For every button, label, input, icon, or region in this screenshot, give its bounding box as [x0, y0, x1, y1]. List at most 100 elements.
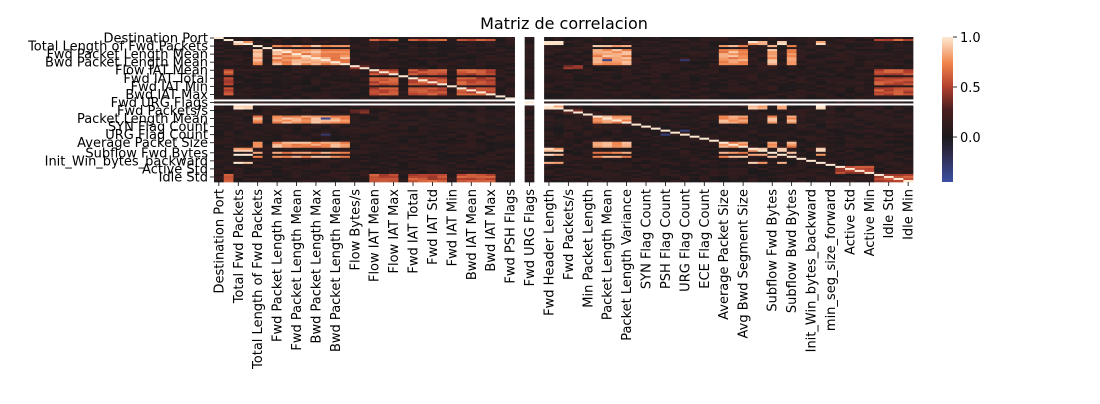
heatmap-cell — [757, 119, 768, 122]
heatmap-cell — [612, 103, 623, 106]
heatmap-cell — [815, 55, 826, 58]
heatmap-cell — [379, 145, 390, 149]
heatmap-cell — [262, 147, 273, 151]
heatmap-cell — [476, 119, 487, 122]
heatmap-cell — [621, 65, 632, 68]
heatmap-cell — [689, 45, 700, 48]
heatmap-cell — [728, 71, 739, 74]
heatmap-cell — [777, 129, 788, 132]
heatmap-cell — [301, 57, 312, 60]
heatmap-cell — [505, 161, 516, 165]
heatmap-cell — [621, 109, 632, 112]
heatmap-cell — [281, 57, 293, 60]
heatmap-cell — [553, 49, 564, 52]
heatmap-cell — [437, 163, 448, 167]
heatmap-cell — [223, 107, 234, 110]
heatmap-cell — [320, 143, 331, 147]
heatmap-cell — [757, 107, 768, 110]
heatmap-cell — [631, 63, 642, 66]
heatmap-cell — [874, 117, 885, 120]
heatmap-cell — [476, 107, 487, 110]
heatmap-cell — [825, 77, 836, 80]
heatmap-cell — [398, 83, 409, 86]
heatmap-cell — [233, 51, 244, 54]
heatmap-cell — [301, 81, 312, 84]
heatmap-cell — [379, 163, 390, 167]
heatmap-cell — [592, 153, 603, 157]
heatmap-cell — [845, 51, 856, 54]
heatmap-cell — [757, 159, 768, 163]
heatmap-cell — [349, 75, 360, 78]
heatmap-cell — [544, 77, 555, 80]
heatmap-cell — [476, 117, 487, 120]
heatmap-cell — [738, 171, 749, 175]
heatmap-cell — [544, 167, 555, 171]
heatmap-cell — [815, 97, 826, 100]
heatmap-cell — [466, 141, 477, 145]
heatmap-cell — [223, 143, 234, 147]
heatmap-cell — [806, 157, 817, 161]
heatmap-cell — [796, 81, 807, 84]
heatmap-cell — [427, 55, 438, 58]
heatmap-cell — [806, 131, 817, 135]
heatmap-cell — [447, 39, 458, 42]
heatmap-cell — [806, 159, 817, 163]
heatmap-cell — [252, 93, 263, 96]
heatmap-cell — [388, 67, 399, 70]
heatmap-cell — [369, 83, 380, 86]
heatmap-cell — [379, 79, 390, 82]
heatmap-cell — [398, 57, 409, 60]
heatmap-cell — [369, 163, 380, 167]
heatmap-cell — [466, 167, 477, 171]
heatmap-cell — [835, 103, 846, 106]
heatmap-cell — [825, 135, 836, 139]
heatmap-cell — [612, 139, 623, 143]
heatmap-cell — [709, 91, 720, 94]
heatmap-cell — [641, 55, 652, 58]
heatmap-cell — [456, 73, 467, 76]
heatmap-cell — [806, 125, 817, 128]
heatmap-cell — [417, 175, 428, 179]
heatmap-cell — [845, 123, 856, 126]
heatmap-cell — [524, 49, 535, 52]
heatmap-cell — [281, 163, 293, 167]
heatmap-cell — [670, 139, 681, 143]
heatmap-cell — [223, 147, 234, 151]
heatmap-cell — [544, 45, 555, 48]
heatmap-cell — [369, 45, 380, 48]
heatmap-cell — [563, 129, 574, 132]
heatmap-cell — [427, 75, 438, 78]
heatmap-cell — [262, 69, 273, 72]
heatmap-cell — [747, 55, 759, 58]
heatmap-cell — [262, 161, 273, 165]
heatmap-cell — [553, 77, 564, 80]
heatmap-cell — [330, 151, 341, 155]
heatmap-cell — [524, 121, 535, 124]
heatmap-cell — [777, 39, 788, 42]
heatmap-cell — [903, 129, 914, 132]
heatmap-cell — [903, 117, 914, 120]
heatmap-cell — [379, 149, 390, 153]
heatmap-cell — [602, 101, 613, 104]
heatmap-cell — [524, 93, 535, 96]
heatmap-cell — [233, 117, 244, 120]
heatmap-cell — [738, 127, 749, 130]
heatmap-cell — [252, 47, 263, 50]
heatmap-cell — [835, 123, 846, 126]
heatmap-cell — [281, 165, 293, 169]
heatmap-cell — [524, 77, 535, 80]
heatmap-cell — [786, 171, 797, 175]
heatmap-cell — [252, 57, 263, 60]
heatmap-cell — [747, 171, 759, 175]
heatmap-cell — [505, 145, 516, 149]
heatmap-cell — [262, 153, 273, 157]
heatmap-cell — [223, 67, 234, 70]
heatmap-cell — [281, 39, 293, 42]
heatmap-cell — [592, 109, 603, 112]
heatmap-cell — [544, 157, 555, 161]
heatmap-cell — [379, 167, 390, 171]
heatmap-cell — [320, 131, 331, 135]
heatmap-cell — [349, 49, 360, 52]
heatmap-cell — [252, 113, 263, 116]
heatmap-cell — [815, 51, 826, 54]
